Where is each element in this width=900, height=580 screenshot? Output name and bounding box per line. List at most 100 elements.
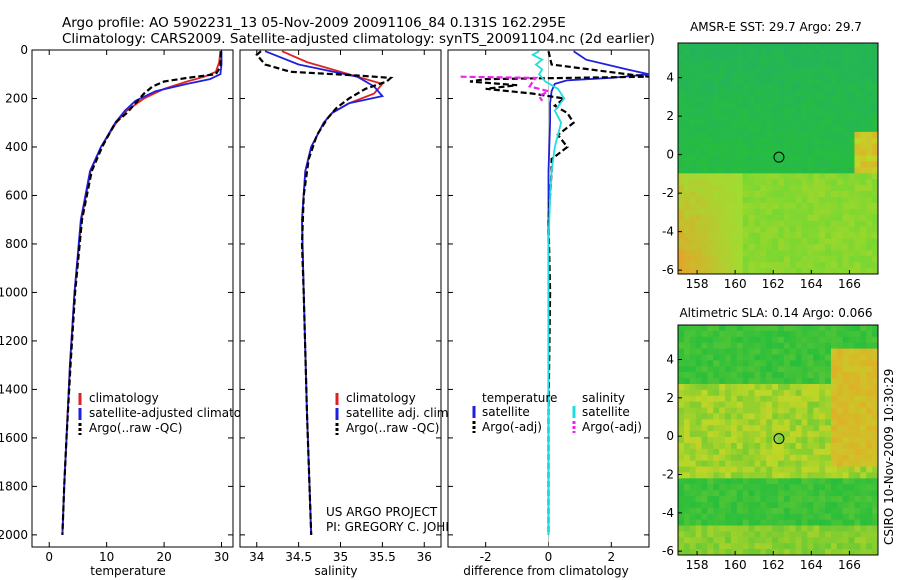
heatmap-cell [854,437,861,444]
heatmap-cell [872,43,879,50]
heatmap-cell [854,537,861,544]
heatmap-cell [789,460,797,467]
heatmap-cell [678,413,685,420]
heatmap-cell [730,214,738,222]
heatmap-cell [860,54,867,62]
heatmap-cell [795,48,802,56]
heatmap-cell [736,108,744,115]
heatmap-cell [760,442,767,450]
heatmap-cell [725,149,732,156]
heatmap-cell [772,48,779,56]
heatmap-cell [707,407,714,414]
heatmap-cell [689,401,697,408]
heatmap-cell [789,442,797,450]
heatmap-cell [789,161,797,168]
heatmap-cell [836,143,844,151]
heatmap-cell [819,484,826,491]
heatmap-cell [836,179,844,186]
heatmap-cell [683,120,691,127]
map-ytick-label: 0 [666,429,674,443]
heatmap-cell [783,197,791,204]
heatmap-cell [866,378,873,385]
heatmap-cell [725,173,732,180]
heatmap-cell [795,366,802,373]
heatmap-cell [866,131,873,139]
heatmap-cell [695,401,702,408]
map-xtick-label: 162 [762,558,785,572]
heatmap-cell [760,407,767,414]
heatmap-cell [854,238,861,245]
heatmap-cell [819,250,826,257]
heatmap-cell [736,325,744,332]
heatmap-cell [866,226,873,233]
heatmap-cell [719,232,726,239]
heatmap-cell [836,78,844,85]
heatmap-cell [813,137,820,145]
heatmap-cell [772,366,779,373]
heatmap-cell [707,54,714,62]
heatmap-cell [701,226,708,233]
heatmap-cell [848,407,855,414]
heatmap-cell [760,513,767,521]
heatmap-cell [842,137,849,145]
heatmap-cell [742,120,749,127]
heatmap-cell [778,78,785,85]
heatmap-cell [819,437,826,444]
heatmap-cell [683,232,691,239]
heatmap-cell [807,262,814,269]
heatmap-cell [836,131,844,139]
depth-tick-label: 1600 [0,431,28,445]
heatmap-cell [713,478,720,485]
heatmap-cell [760,250,767,257]
heatmap-cell [772,419,779,426]
heatmap-cell [825,167,832,174]
heatmap-cell [836,442,844,450]
heatmap-cell [736,342,744,349]
heatmap-cell [760,401,767,408]
heatmap-cell [754,185,761,192]
heatmap-cell [842,330,849,338]
map-ytick-label: 2 [666,391,674,405]
heatmap-cell [695,226,702,233]
temperature-xtick-label: 30 [214,550,229,564]
heatmap-cell [736,354,744,361]
heatmap-cell [713,513,720,521]
heatmap-cell [742,96,749,103]
heatmap-cell [772,250,779,257]
heatmap-cell [683,208,691,216]
heatmap-cell [754,366,761,373]
heatmap-cell [678,325,685,332]
heatmap-cell [819,197,826,204]
heatmap-cell [707,137,714,145]
heatmap-cell [736,43,744,50]
heatmap-cell [766,114,773,121]
heatmap-cell [866,48,873,56]
heatmap-cell [801,66,808,74]
heatmap-cell [819,501,826,509]
heatmap-cell [860,214,867,222]
heatmap-cell [801,383,808,391]
heatmap-cell [860,336,867,344]
heatmap-cell [813,250,820,257]
heatmap-cell [789,525,797,532]
heatmap-cell [866,484,873,491]
salinity-xtick-label: 35 [333,550,348,564]
heatmap-cell [772,342,779,349]
heatmap-cell [701,425,708,432]
heatmap-cell [819,202,826,210]
heatmap-cell [789,537,797,544]
heatmap-cell [825,214,832,222]
heatmap-cell [736,137,744,145]
heatmap-cell [807,250,814,257]
heatmap-cell [760,90,767,97]
heatmap-cell [842,496,849,503]
heatmap-cell [830,84,838,91]
heatmap-cell [713,191,720,198]
heatmap-cell [778,54,785,62]
depth-tick-label: 600 [5,188,28,202]
heatmap-cell [807,214,814,222]
heatmap-cell [783,525,791,532]
heatmap-cell [789,478,797,485]
heatmap-cell [801,202,808,210]
heatmap-cell [707,102,714,109]
